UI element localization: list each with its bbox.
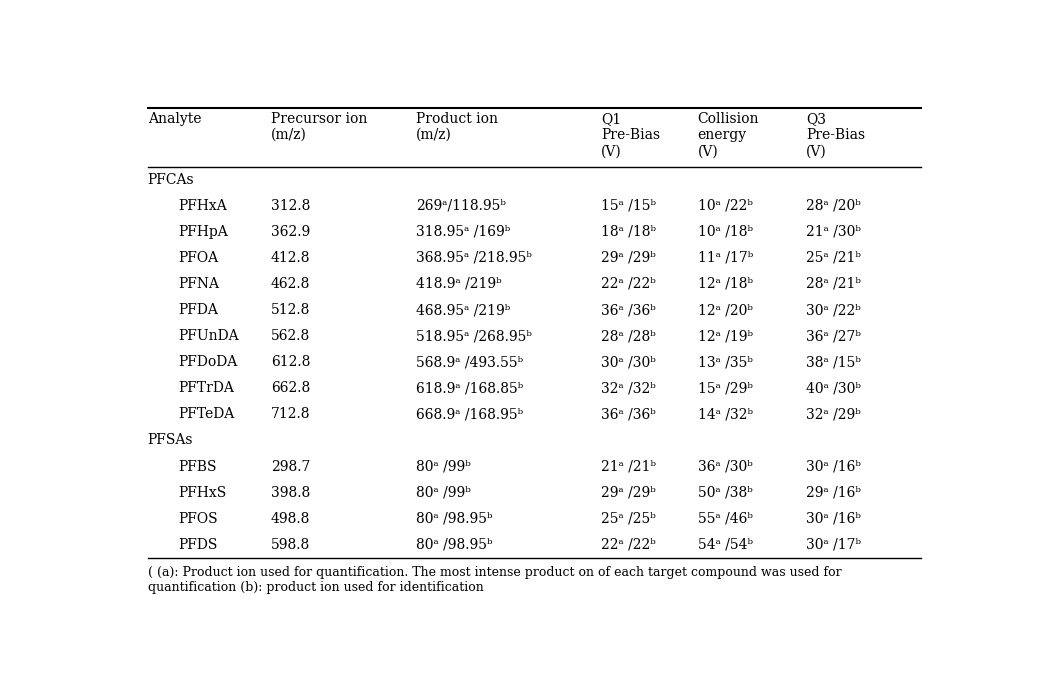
Text: 13ᵃ /35ᵇ: 13ᵃ /35ᵇ (697, 355, 752, 369)
Text: 25ᵃ /25ᵇ: 25ᵃ /25ᵇ (601, 512, 656, 525)
Text: 29ᵃ /16ᵇ: 29ᵃ /16ᵇ (806, 486, 861, 500)
Text: 512.8: 512.8 (271, 303, 311, 317)
Text: 36ᵃ /36ᵇ: 36ᵃ /36ᵇ (601, 303, 656, 317)
Text: 28ᵃ /28ᵇ: 28ᵃ /28ᵇ (601, 329, 656, 343)
Text: 462.8: 462.8 (271, 277, 311, 291)
Text: PFHpA: PFHpA (179, 225, 228, 239)
Text: 80ᵃ /98.95ᵇ: 80ᵃ /98.95ᵇ (416, 538, 492, 552)
Text: 312.8: 312.8 (271, 199, 311, 213)
Text: 362.9: 362.9 (271, 225, 310, 239)
Text: PFDS: PFDS (179, 538, 217, 552)
Text: 36ᵃ /27ᵇ: 36ᵃ /27ᵇ (806, 329, 861, 343)
Text: 412.8: 412.8 (271, 251, 311, 265)
Text: 21ᵃ /21ᵇ: 21ᵃ /21ᵇ (601, 459, 656, 473)
Text: 15ᵃ /29ᵇ: 15ᵃ /29ᵇ (697, 381, 752, 395)
Text: PFUnDA: PFUnDA (179, 329, 239, 343)
Text: PFNA: PFNA (179, 277, 219, 291)
Text: PFDoDA: PFDoDA (179, 355, 238, 369)
Text: 30ᵃ /16ᵇ: 30ᵃ /16ᵇ (806, 512, 861, 525)
Text: 22ᵃ /22ᵇ: 22ᵃ /22ᵇ (601, 538, 656, 552)
Text: 562.8: 562.8 (271, 329, 310, 343)
Text: Collision
energy
(V): Collision energy (V) (697, 112, 760, 158)
Text: 54ᵃ /54ᵇ: 54ᵃ /54ᵇ (697, 538, 752, 552)
Text: 11ᵃ /17ᵇ: 11ᵃ /17ᵇ (697, 251, 753, 265)
Text: 14ᵃ /32ᵇ: 14ᵃ /32ᵇ (697, 407, 752, 421)
Text: 318.95ᵃ /169ᵇ: 318.95ᵃ /169ᵇ (416, 225, 510, 239)
Text: 418.9ᵃ /219ᵇ: 418.9ᵃ /219ᵇ (416, 277, 502, 291)
Text: 29ᵃ /29ᵇ: 29ᵃ /29ᵇ (601, 251, 656, 265)
Text: PFCAs: PFCAs (148, 173, 194, 187)
Text: 36ᵃ /30ᵇ: 36ᵃ /30ᵇ (697, 459, 752, 473)
Text: 10ᵃ /22ᵇ: 10ᵃ /22ᵇ (697, 199, 752, 213)
Text: 29ᵃ /29ᵇ: 29ᵃ /29ᵇ (601, 486, 656, 500)
Text: 25ᵃ /21ᵇ: 25ᵃ /21ᵇ (806, 251, 861, 265)
Text: PFOA: PFOA (179, 251, 218, 265)
Text: 398.8: 398.8 (271, 486, 310, 500)
Text: PFTrDA: PFTrDA (179, 381, 234, 395)
Text: 21ᵃ /30ᵇ: 21ᵃ /30ᵇ (806, 225, 861, 239)
Text: PFHxS: PFHxS (179, 486, 227, 500)
Text: 18ᵃ /18ᵇ: 18ᵃ /18ᵇ (601, 225, 656, 239)
Text: 30ᵃ /22ᵇ: 30ᵃ /22ᵇ (806, 303, 861, 317)
Text: PFHxA: PFHxA (179, 199, 227, 213)
Text: 12ᵃ /20ᵇ: 12ᵃ /20ᵇ (697, 303, 752, 317)
Text: Q1
Pre-Bias
(V): Q1 Pre-Bias (V) (601, 112, 660, 158)
Text: 618.9ᵃ /168.85ᵇ: 618.9ᵃ /168.85ᵇ (416, 381, 523, 395)
Text: PFTeDA: PFTeDA (179, 407, 235, 421)
Text: 598.8: 598.8 (271, 538, 310, 552)
Text: 468.95ᵃ /219ᵇ: 468.95ᵃ /219ᵇ (416, 303, 510, 317)
Text: 32ᵃ /29ᵇ: 32ᵃ /29ᵇ (806, 407, 861, 421)
Text: PFSAs: PFSAs (148, 434, 193, 448)
Text: 518.95ᵃ /268.95ᵇ: 518.95ᵃ /268.95ᵇ (416, 329, 532, 343)
Text: 15ᵃ /15ᵇ: 15ᵃ /15ᵇ (601, 199, 656, 213)
Text: 612.8: 612.8 (271, 355, 311, 369)
Text: ( (a): Product ion used for quantification. The most intense product on of each : ( (a): Product ion used for quantificati… (148, 566, 842, 594)
Text: 12ᵃ /19ᵇ: 12ᵃ /19ᵇ (697, 329, 752, 343)
Text: 40ᵃ /30ᵇ: 40ᵃ /30ᵇ (806, 381, 861, 395)
Text: 28ᵃ /21ᵇ: 28ᵃ /21ᵇ (806, 277, 861, 291)
Text: 80ᵃ /99ᵇ: 80ᵃ /99ᵇ (416, 486, 471, 500)
Text: Analyte: Analyte (148, 112, 202, 126)
Text: 38ᵃ /15ᵇ: 38ᵃ /15ᵇ (806, 355, 861, 369)
Text: Q3
Pre-Bias
(V): Q3 Pre-Bias (V) (806, 112, 865, 158)
Text: 36ᵃ /36ᵇ: 36ᵃ /36ᵇ (601, 407, 656, 421)
Text: 32ᵃ /32ᵇ: 32ᵃ /32ᵇ (601, 381, 656, 395)
Text: 298.7: 298.7 (271, 459, 311, 473)
Text: 80ᵃ /98.95ᵇ: 80ᵃ /98.95ᵇ (416, 512, 492, 525)
Text: 498.8: 498.8 (271, 512, 311, 525)
Text: 712.8: 712.8 (271, 407, 311, 421)
Text: 50ᵃ /38ᵇ: 50ᵃ /38ᵇ (697, 486, 752, 500)
Text: 10ᵃ /18ᵇ: 10ᵃ /18ᵇ (697, 225, 752, 239)
Text: 28ᵃ /20ᵇ: 28ᵃ /20ᵇ (806, 199, 861, 213)
Text: 80ᵃ /99ᵇ: 80ᵃ /99ᵇ (416, 459, 471, 473)
Text: PFBS: PFBS (179, 459, 217, 473)
Text: 30ᵃ /17ᵇ: 30ᵃ /17ᵇ (806, 538, 861, 552)
Text: 662.8: 662.8 (271, 381, 310, 395)
Text: 30ᵃ /30ᵇ: 30ᵃ /30ᵇ (601, 355, 656, 369)
Text: 30ᵃ /16ᵇ: 30ᵃ /16ᵇ (806, 459, 861, 473)
Text: 12ᵃ /18ᵇ: 12ᵃ /18ᵇ (697, 277, 752, 291)
Text: 22ᵃ /22ᵇ: 22ᵃ /22ᵇ (601, 277, 656, 291)
Text: 269ᵃ/118.95ᵇ: 269ᵃ/118.95ᵇ (416, 199, 506, 213)
Text: 668.9ᵃ /168.95ᵇ: 668.9ᵃ /168.95ᵇ (416, 407, 523, 421)
Text: PFOS: PFOS (179, 512, 218, 525)
Text: PFDA: PFDA (179, 303, 218, 317)
Text: 568.9ᵃ /493.55ᵇ: 568.9ᵃ /493.55ᵇ (416, 355, 523, 369)
Text: Precursor ion
(m/z): Precursor ion (m/z) (271, 112, 367, 142)
Text: 368.95ᵃ /218.95ᵇ: 368.95ᵃ /218.95ᵇ (416, 251, 532, 265)
Text: 55ᵃ /46ᵇ: 55ᵃ /46ᵇ (697, 512, 752, 525)
Text: Product ion
(m/z): Product ion (m/z) (416, 112, 498, 142)
